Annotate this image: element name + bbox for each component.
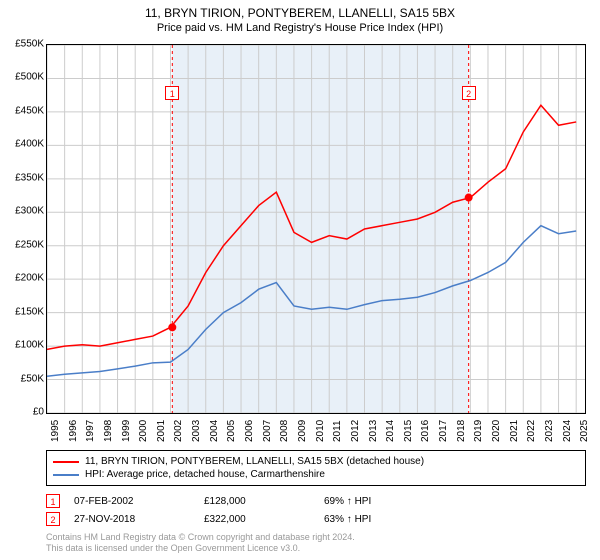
x-tick-label: 1997 (85, 420, 96, 442)
x-tick-label: 2010 (315, 420, 326, 442)
chart-title: 11, BRYN TIRION, PONTYBEREM, LLANELLI, S… (0, 0, 600, 20)
x-tick-label: 2019 (473, 420, 484, 442)
legend-label-hpi: HPI: Average price, detached house, Carm… (85, 469, 325, 480)
y-tick-label: £50K (0, 373, 44, 384)
x-tick-label: 2018 (456, 420, 467, 442)
event-price-2: £322,000 (204, 514, 324, 525)
x-tick-label: 2008 (279, 420, 290, 442)
event-date-2: 27-NOV-2018 (74, 514, 204, 525)
x-tick-label: 2014 (385, 420, 396, 442)
x-tick-label: 2024 (562, 420, 573, 442)
x-tick-label: 2016 (420, 420, 431, 442)
legend-label-property: 11, BRYN TIRION, PONTYBEREM, LLANELLI, S… (85, 456, 424, 467)
y-tick-label: £300K (0, 206, 44, 217)
footer-line-2: This data is licensed under the Open Gov… (46, 543, 586, 554)
plot-svg (47, 45, 585, 413)
legend-item-hpi: HPI: Average price, detached house, Carm… (53, 468, 579, 481)
y-tick-label: £100K (0, 340, 44, 351)
event-hpi-1: 69% ↑ HPI (324, 496, 586, 507)
x-tick-label: 2009 (297, 420, 308, 442)
chart-subtitle: Price paid vs. HM Land Registry's House … (0, 20, 600, 38)
y-tick-label: £250K (0, 239, 44, 250)
event-marker-2: 2 (46, 512, 60, 526)
x-tick-label: 2002 (173, 420, 184, 442)
event-hpi-2: 63% ↑ HPI (324, 514, 586, 525)
x-tick-label: 1999 (121, 420, 132, 442)
event-marker-box: 2 (462, 86, 476, 100)
event-row-1: 1 07-FEB-2002 £128,000 69% ↑ HPI (46, 492, 586, 510)
x-tick-label: 2003 (191, 420, 202, 442)
legend: 11, BRYN TIRION, PONTYBEREM, LLANELLI, S… (46, 450, 586, 486)
x-tick-label: 1996 (68, 420, 79, 442)
x-tick-label: 2013 (368, 420, 379, 442)
legend-swatch-hpi (53, 474, 79, 476)
y-tick-label: £200K (0, 273, 44, 284)
x-tick-label: 2015 (403, 420, 414, 442)
x-tick-label: 2012 (350, 420, 361, 442)
legend-swatch-property (53, 461, 79, 463)
x-tick-label: 2023 (544, 420, 555, 442)
x-tick-label: 2000 (138, 420, 149, 442)
x-tick-label: 2021 (509, 420, 520, 442)
x-tick-label: 1998 (103, 420, 114, 442)
event-price-1: £128,000 (204, 496, 324, 507)
legend-item-property: 11, BRYN TIRION, PONTYBEREM, LLANELLI, S… (53, 455, 579, 468)
y-tick-label: £550K (0, 39, 44, 50)
y-tick-label: £0 (0, 407, 44, 418)
x-tick-label: 2001 (156, 420, 167, 442)
y-tick-label: £150K (0, 306, 44, 317)
events-table: 1 07-FEB-2002 £128,000 69% ↑ HPI 2 27-NO… (46, 492, 586, 528)
x-tick-label: 2025 (579, 420, 590, 442)
x-tick-label: 2007 (262, 420, 273, 442)
x-tick-label: 2004 (209, 420, 220, 442)
y-tick-label: £350K (0, 172, 44, 183)
event-row-2: 2 27-NOV-2018 £322,000 63% ↑ HPI (46, 510, 586, 528)
chart-container: 11, BRYN TIRION, PONTYBEREM, LLANELLI, S… (0, 0, 600, 560)
x-tick-label: 2006 (244, 420, 255, 442)
x-tick-label: 2022 (526, 420, 537, 442)
x-tick-label: 2020 (491, 420, 502, 442)
footer: Contains HM Land Registry data © Crown c… (46, 532, 586, 555)
event-marker-box: 1 (165, 86, 179, 100)
y-tick-label: £400K (0, 139, 44, 150)
y-tick-label: £500K (0, 72, 44, 83)
event-marker-1: 1 (46, 494, 60, 508)
x-tick-label: 2017 (438, 420, 449, 442)
x-tick-label: 2011 (332, 420, 343, 442)
x-tick-label: 1995 (50, 420, 61, 442)
plot-area: 12 (46, 44, 586, 414)
x-tick-label: 2005 (226, 420, 237, 442)
footer-line-1: Contains HM Land Registry data © Crown c… (46, 532, 586, 543)
y-tick-label: £450K (0, 105, 44, 116)
event-date-1: 07-FEB-2002 (74, 496, 204, 507)
